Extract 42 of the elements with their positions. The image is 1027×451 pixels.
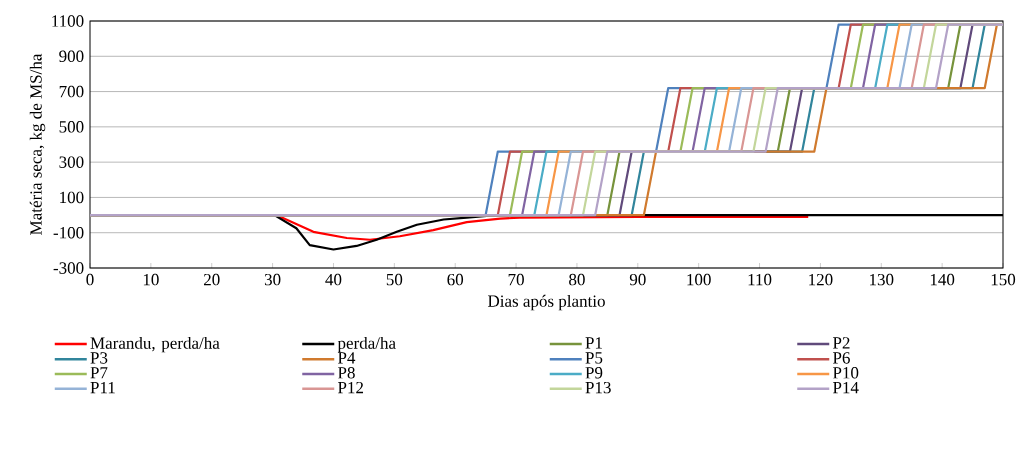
x-tick-label: 0 (86, 273, 94, 286)
y-tick-label: -100 (53, 226, 84, 239)
x-tick-label: 80 (569, 273, 585, 286)
legend-label: P7 (90, 367, 108, 379)
legend-label: P9 (585, 367, 603, 379)
x-tick-label: 70 (508, 273, 524, 286)
x-tick-label: 40 (325, 273, 342, 286)
y-tick-label: 500 (59, 121, 84, 133)
legend-label: P10 (832, 367, 859, 379)
y-tick-label: 100 (60, 191, 84, 204)
y-axis-title: Matéria seca, kg de MS/ha (29, 53, 46, 235)
y-tick-label: 300 (59, 156, 84, 168)
legend-label: P6 (832, 352, 850, 364)
legend-label: P12 (337, 381, 364, 394)
x-tick-label: 150 (991, 273, 1016, 286)
x-tick-label: 140 (930, 273, 955, 286)
legend-label: Marandu, perda/ha (90, 336, 220, 353)
legend-label: P5 (585, 352, 603, 364)
y-tick-label: 700 (59, 85, 84, 98)
x-tick-label: 20 (203, 273, 220, 286)
legend-label: perda/ha (337, 336, 396, 353)
x-tick-label: 50 (386, 273, 403, 286)
x-tick-label: 90 (629, 273, 646, 286)
legend-label: P11 (90, 381, 115, 394)
legend-label: P8 (337, 367, 355, 379)
x-tick-label: 130 (870, 273, 894, 286)
legend-label: P4 (337, 352, 356, 364)
legend-label: P14 (832, 381, 859, 394)
x-tick-label: 100 (687, 273, 711, 286)
y-tick-label: -300 (53, 262, 84, 274)
y-tick-label: 1100 (52, 15, 84, 27)
x-tick-label: 60 (447, 273, 464, 286)
x-axis-title: Dias após plantio (487, 294, 605, 311)
legend-label: P1 (585, 337, 602, 349)
x-tick-label: 110 (748, 273, 772, 286)
legend-label: P3 (90, 352, 108, 364)
x-tick-label: 10 (143, 273, 159, 286)
x-tick-label: 120 (809, 273, 833, 286)
x-tick-label: 30 (264, 273, 281, 286)
legend-label: P13 (585, 381, 611, 394)
y-tick-label: 900 (59, 50, 84, 63)
legend-label: P2 (832, 337, 850, 349)
